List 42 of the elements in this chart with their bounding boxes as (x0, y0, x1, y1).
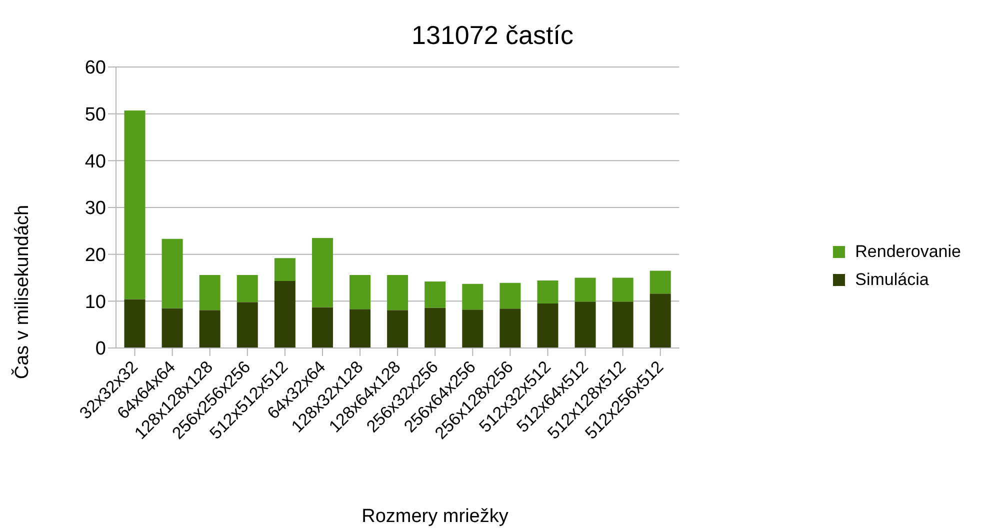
bar (574, 278, 596, 302)
legend-label: Simulácia (855, 270, 929, 290)
bar (350, 309, 371, 348)
y-tick-label: 10 (84, 292, 106, 313)
bar (199, 274, 220, 310)
bar (312, 307, 333, 348)
bar (537, 280, 558, 304)
bar (387, 274, 408, 310)
bar (274, 281, 296, 348)
bar (650, 294, 671, 348)
y-tick-label: 30 (84, 198, 106, 220)
bar (650, 270, 671, 294)
y-tick-label: 50 (84, 104, 106, 126)
bar (500, 308, 521, 348)
bar (537, 304, 558, 348)
chart-title: 131072 častíc (410, 20, 574, 51)
bar (574, 302, 596, 348)
bar (462, 284, 484, 310)
bar (124, 299, 146, 348)
bar (350, 274, 371, 310)
bar (236, 274, 258, 302)
y-tick-label: 0 (95, 338, 106, 360)
bar (462, 310, 484, 348)
y-tick-label: 40 (84, 151, 106, 172)
bar (612, 302, 634, 348)
bar (612, 278, 634, 302)
bar (387, 310, 408, 348)
bar (500, 282, 521, 309)
x-axis-title: Rozmery mriežky (360, 506, 510, 528)
y-axis-title: Čas v milisekundách (12, 204, 34, 382)
bar (162, 238, 183, 308)
legend-label: Renderovanie (855, 242, 961, 262)
bar (199, 310, 220, 348)
bar (424, 308, 446, 348)
bar (312, 238, 333, 308)
y-tick-label: 60 (84, 58, 106, 79)
bar (162, 308, 183, 348)
y-tick-label: 20 (84, 245, 106, 266)
bar (424, 281, 446, 308)
bar (124, 110, 146, 300)
bar (274, 258, 296, 282)
bar (236, 302, 258, 348)
